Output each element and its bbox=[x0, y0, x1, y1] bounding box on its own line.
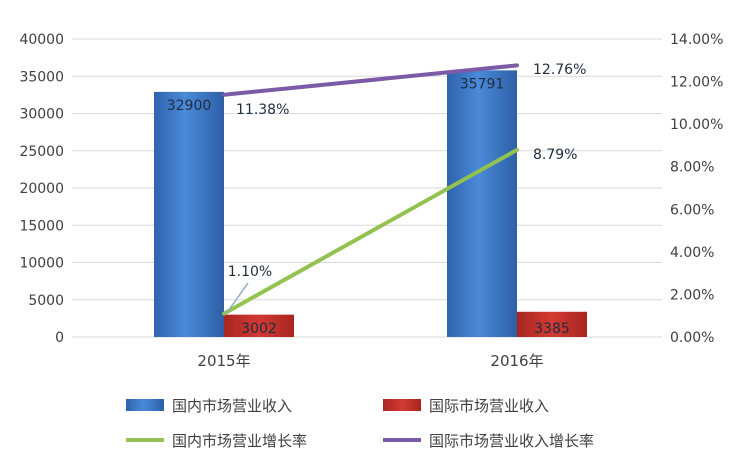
legend-label: 国际市场营业收入增长率 bbox=[429, 432, 594, 450]
data-label-domestic-growth: 8.79% bbox=[533, 147, 577, 163]
y-right-tick-label: 12.00% bbox=[670, 75, 723, 91]
y-left-tick-label: 40000 bbox=[19, 32, 64, 48]
left-axis-ticks: 0 5000 10000 15000 20000 25000 30000 35000 40000 bbox=[19, 32, 64, 346]
y-left-tick-label: 20000 bbox=[19, 181, 64, 197]
leader-line bbox=[225, 282, 249, 315]
legend-swatch bbox=[126, 399, 164, 411]
bar-international-revenue bbox=[224, 314, 294, 337]
y-left-tick-label: 15000 bbox=[19, 218, 64, 234]
y-right-tick-label: 6.00% bbox=[670, 202, 714, 218]
data-label-domestic-revenue: 32900 bbox=[167, 98, 212, 114]
data-label-domestic-growth: 1.10% bbox=[228, 264, 272, 280]
y-left-tick-label: 25000 bbox=[19, 144, 64, 160]
x-category-label: 2015年 bbox=[197, 352, 250, 370]
right-axis-ticks: 0.00% 2.00% 4.00% 6.00% 8.00% 10.00% 12.00% 14.… bbox=[670, 32, 723, 346]
line-series-domestic-growth bbox=[222, 147, 519, 316]
y-right-tick-label: 0.00% bbox=[670, 330, 714, 346]
y-right-tick-label: 14.00% bbox=[670, 32, 723, 48]
legend-label: 国际市场营业收入 bbox=[429, 397, 549, 415]
bar-international-revenue bbox=[517, 311, 587, 337]
legend-label: 国内市场营业增长率 bbox=[172, 432, 307, 450]
line-series-international-growth bbox=[222, 63, 519, 97]
y-left-tick-label: 30000 bbox=[19, 107, 64, 123]
y-right-tick-label: 2.00% bbox=[670, 287, 714, 303]
legend-swatch bbox=[383, 399, 421, 411]
y-right-tick-label: 4.00% bbox=[670, 245, 714, 261]
data-label-international-revenue: 3385 bbox=[534, 321, 570, 337]
data-label-international-growth: 11.38% bbox=[236, 102, 289, 118]
bar-domestic-revenue bbox=[447, 70, 517, 337]
data-label-international-revenue: 3002 bbox=[241, 321, 277, 337]
lines bbox=[222, 63, 519, 316]
data-label-domestic-revenue: 35791 bbox=[460, 76, 505, 92]
y-left-tick-label: 35000 bbox=[19, 69, 64, 85]
bars bbox=[154, 70, 587, 338]
y-left-tick-label: 0 bbox=[55, 330, 64, 346]
y-right-tick-label: 8.00% bbox=[670, 160, 714, 176]
legend-label: 国内市场营业收入 bbox=[172, 397, 292, 415]
data-label-international-growth: 12.76% bbox=[533, 62, 586, 78]
y-left-tick-label: 5000 bbox=[28, 293, 64, 309]
bar-domestic-revenue bbox=[154, 91, 224, 338]
data-labels: 32900 35791 3002 3385 1.10% 8.79% 11.38% 12.76% bbox=[167, 62, 587, 337]
x-category-label: 2016年 bbox=[490, 352, 543, 370]
category-labels: 2015年 2016年 bbox=[197, 352, 543, 370]
y-right-tick-label: 10.00% bbox=[670, 117, 723, 133]
y-left-tick-label: 10000 bbox=[19, 256, 64, 272]
